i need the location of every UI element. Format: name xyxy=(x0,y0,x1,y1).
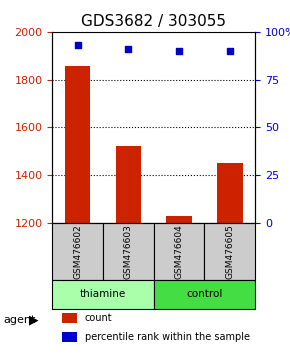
FancyBboxPatch shape xyxy=(52,223,103,280)
Text: agent: agent xyxy=(3,315,35,325)
Bar xyxy=(65,67,90,223)
FancyBboxPatch shape xyxy=(52,280,154,309)
Title: GDS3682 / 303055: GDS3682 / 303055 xyxy=(81,14,226,29)
Text: GSM476604: GSM476604 xyxy=(175,224,184,279)
Text: GSM476603: GSM476603 xyxy=(124,224,133,279)
Text: control: control xyxy=(186,290,223,299)
Text: count: count xyxy=(85,313,112,323)
Bar xyxy=(62,313,77,323)
Bar xyxy=(166,216,192,223)
Bar xyxy=(116,147,141,223)
FancyBboxPatch shape xyxy=(204,223,255,280)
Bar xyxy=(62,332,77,342)
Text: GSM476602: GSM476602 xyxy=(73,224,82,279)
Point xyxy=(177,48,182,54)
Point xyxy=(227,48,232,54)
Text: percentile rank within the sample: percentile rank within the sample xyxy=(85,332,250,342)
Point xyxy=(126,46,130,52)
Text: ▶: ▶ xyxy=(29,314,39,327)
FancyBboxPatch shape xyxy=(154,280,255,309)
Bar xyxy=(217,163,242,223)
FancyBboxPatch shape xyxy=(103,223,154,280)
Text: thiamine: thiamine xyxy=(80,290,126,299)
Point xyxy=(75,42,80,48)
Text: GSM476605: GSM476605 xyxy=(225,224,234,279)
FancyBboxPatch shape xyxy=(154,223,204,280)
